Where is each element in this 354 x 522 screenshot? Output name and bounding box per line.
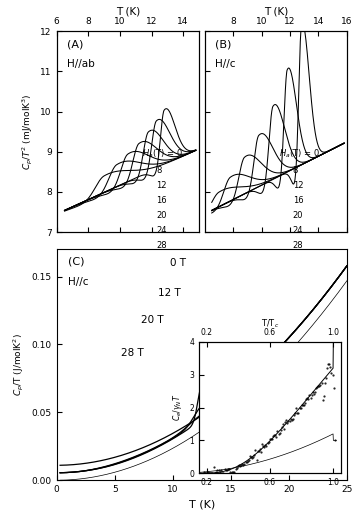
Text: 28: 28 [293, 241, 303, 250]
Text: (B): (B) [215, 39, 231, 50]
Text: (A): (A) [67, 39, 83, 50]
X-axis label: T (K): T (K) [264, 7, 288, 17]
Text: 16: 16 [293, 196, 303, 205]
Text: 12: 12 [156, 181, 167, 190]
Text: 8: 8 [293, 166, 298, 175]
X-axis label: T (K): T (K) [189, 500, 215, 509]
Text: 16: 16 [156, 196, 167, 205]
Text: 24: 24 [293, 226, 303, 235]
Text: 8: 8 [156, 166, 162, 175]
Text: 24: 24 [156, 226, 167, 235]
Text: 20: 20 [293, 211, 303, 220]
Y-axis label: $C_p$/T (J/molK$^2$): $C_p$/T (J/molK$^2$) [12, 334, 26, 396]
Text: 12 T: 12 T [158, 288, 181, 298]
X-axis label: T/T$_c$: T/T$_c$ [261, 317, 279, 330]
Text: 12: 12 [293, 181, 303, 190]
X-axis label: T (K): T (K) [116, 7, 140, 17]
Text: $H_a$(T) = 0: $H_a$(T) = 0 [279, 148, 319, 160]
Text: 20: 20 [156, 211, 167, 220]
Y-axis label: $C_p/T^2$ (mJ/molK$^3$): $C_p/T^2$ (mJ/molK$^3$) [20, 93, 35, 170]
Text: 28: 28 [156, 241, 167, 250]
Text: H//c: H//c [68, 277, 89, 287]
Text: (C): (C) [68, 256, 85, 266]
Text: H//ab: H//ab [67, 60, 95, 69]
Text: H//c: H//c [215, 60, 235, 69]
Text: 20 T: 20 T [141, 315, 164, 325]
Text: 0 T: 0 T [170, 257, 186, 267]
Text: $H_a$(T) = 0: $H_a$(T) = 0 [142, 148, 183, 160]
Text: 28 T: 28 T [120, 348, 143, 358]
